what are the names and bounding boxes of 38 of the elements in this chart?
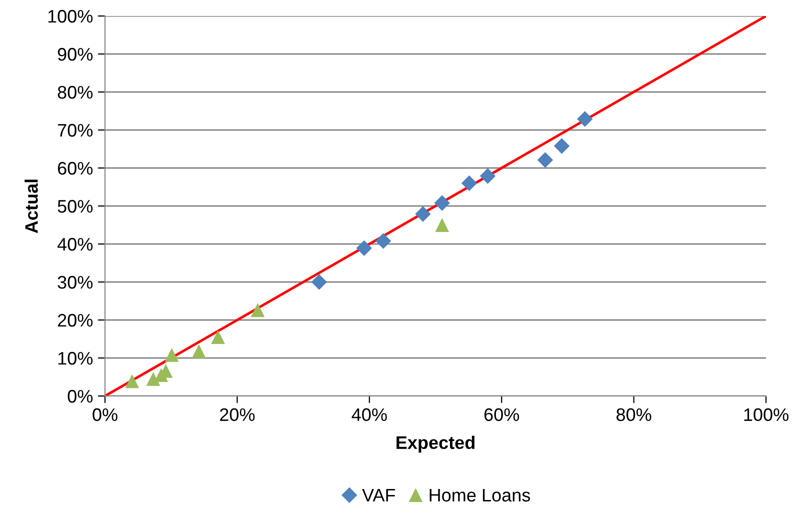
y-tick-label: 100% [48, 10, 93, 23]
y-tick-label: 70% [58, 124, 93, 137]
point [192, 344, 206, 358]
x-tick-label: 20% [220, 408, 255, 422]
point [480, 168, 496, 184]
point [554, 138, 570, 154]
y-tick-label: 0% [68, 390, 93, 403]
y-tick-label: 50% [58, 200, 93, 213]
x-tick-label: 80% [616, 408, 652, 422]
x-axis-title: Expected [396, 436, 474, 453]
y-tick-label: 40% [57, 238, 93, 251]
x-tick-label: 40% [352, 408, 387, 422]
point [415, 206, 431, 222]
y-tick-label: 60% [58, 162, 93, 175]
y-tick-label: 20% [58, 314, 93, 327]
point [577, 111, 593, 127]
y-tick-label: 80% [58, 86, 93, 99]
y-tick-label: 30% [58, 276, 93, 289]
point [461, 175, 478, 192]
point [311, 274, 328, 290]
point [125, 374, 140, 388]
point [356, 240, 372, 256]
y-axis-title: Actual [24, 180, 38, 234]
y-tick-label: 10% [58, 352, 93, 365]
point [375, 233, 392, 249]
legend-label: Home Loans [430, 488, 530, 502]
x-tick-label: 0% [92, 408, 118, 422]
point [164, 348, 179, 362]
legend-label: VAF [362, 488, 396, 502]
point [146, 372, 160, 386]
x-tick-label: 60% [484, 408, 520, 422]
y-tick-label: 90% [58, 48, 93, 61]
point [250, 303, 265, 318]
point [435, 218, 450, 232]
x-tick-label: 100% [744, 408, 788, 422]
point [537, 152, 554, 168]
point [434, 195, 450, 211]
point [211, 330, 225, 344]
